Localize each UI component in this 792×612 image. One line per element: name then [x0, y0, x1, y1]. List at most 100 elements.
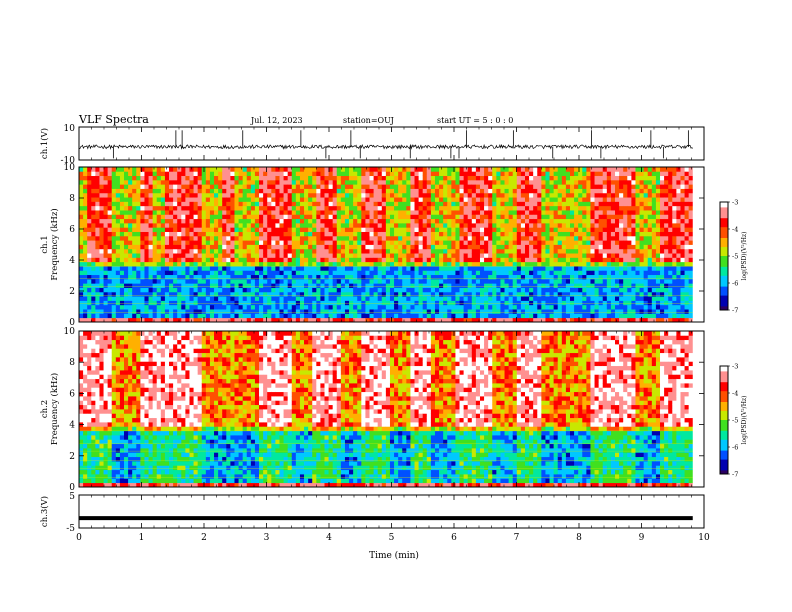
heatmap-cell	[574, 257, 579, 263]
heatmap-cell	[451, 210, 456, 215]
heatmap-cell	[250, 270, 256, 276]
heatmap-cell	[541, 304, 546, 310]
heatmap-cell	[586, 205, 591, 211]
heatmap-cell	[230, 231, 235, 237]
heatmap-cell	[520, 175, 526, 181]
heatmap-cell	[99, 261, 104, 267]
heatmap-cell	[610, 257, 616, 263]
heatmap-cell	[353, 167, 358, 172]
heatmap-cell	[496, 270, 501, 276]
heatmap-cell	[479, 253, 485, 258]
heatmap-cell	[99, 192, 104, 198]
heatmap-cell	[516, 266, 522, 271]
heatmap-cell	[136, 261, 141, 267]
heatmap-cell	[156, 214, 162, 220]
heatmap-cell	[524, 291, 530, 297]
heatmap-cell	[406, 253, 411, 258]
heatmap-cell	[250, 261, 256, 267]
heatmap-cell	[205, 179, 211, 185]
heatmap-cell	[308, 235, 313, 241]
heatmap-cell	[500, 227, 505, 232]
heatmap-cell	[606, 274, 612, 280]
heatmap-cell	[218, 210, 223, 215]
heatmap-cell	[439, 248, 444, 254]
heatmap-cell	[287, 227, 293, 232]
heatmap-cell	[111, 214, 117, 220]
heatmap-cell	[177, 197, 182, 202]
heatmap-cell	[479, 227, 485, 232]
heatmap-cell	[259, 261, 264, 267]
heatmap-cell	[443, 235, 448, 241]
heatmap-cell	[606, 261, 612, 267]
heatmap-cell	[377, 244, 383, 250]
heatmap-cell	[124, 287, 129, 293]
heatmap-cell	[365, 188, 370, 194]
heatmap-cell	[496, 235, 501, 241]
heatmap-cell	[463, 210, 469, 215]
heatmap-cell	[103, 291, 109, 297]
heatmap-cell	[463, 231, 469, 237]
heatmap-cell	[181, 205, 186, 211]
heatmap-cell	[394, 266, 399, 271]
heatmap-cell	[504, 192, 510, 198]
heatmap-cell	[504, 214, 510, 220]
heatmap-cell	[582, 218, 587, 224]
heatmap-cell	[79, 188, 84, 194]
heatmap-cell	[238, 291, 244, 297]
heatmap-cell	[124, 201, 129, 207]
heatmap-cell	[144, 287, 149, 293]
heatmap-cell	[91, 304, 96, 310]
heatmap-cell	[582, 222, 587, 228]
heatmap-cell	[79, 253, 84, 258]
heatmap-cell	[414, 201, 420, 207]
heatmap-cell	[144, 248, 149, 254]
heatmap-cell	[156, 218, 162, 224]
heatmap-cell	[463, 188, 469, 194]
heatmap-cell	[426, 266, 432, 271]
heatmap-cell	[406, 218, 411, 224]
heatmap-cell	[320, 283, 325, 288]
heatmap-cell	[619, 287, 624, 293]
heatmap-cell	[389, 291, 395, 297]
heatmap-cell	[152, 240, 158, 245]
heatmap-cell	[553, 266, 559, 271]
heatmap-cell	[111, 240, 117, 245]
heatmap-cell	[328, 201, 334, 207]
heatmap-cell	[312, 278, 317, 284]
heatmap-cell	[434, 309, 440, 314]
heatmap-cell	[484, 257, 489, 263]
heatmap-cell	[459, 227, 465, 232]
heatmap-cell	[304, 184, 309, 189]
heatmap-cell	[578, 201, 583, 207]
heatmap-cell	[590, 201, 595, 207]
heatmap-cell	[148, 296, 154, 301]
heatmap-cell	[344, 253, 350, 258]
heatmap-cell	[87, 317, 92, 323]
heatmap-cell	[336, 291, 342, 297]
heatmap-cell	[181, 197, 186, 202]
heatmap-cell	[578, 218, 583, 224]
heatmap-cell	[250, 304, 256, 310]
heatmap-cell	[561, 201, 567, 207]
heatmap-cell	[140, 231, 145, 237]
heatmap-cell	[103, 179, 109, 185]
heatmap-cell	[95, 248, 100, 254]
heatmap-cell	[578, 184, 583, 189]
heatmap-cell	[574, 188, 579, 194]
heatmap-cell	[402, 248, 407, 254]
heatmap-cell	[214, 296, 219, 301]
heatmap-cell	[381, 214, 387, 220]
heatmap-cell	[553, 205, 559, 211]
heatmap-cell	[529, 197, 534, 202]
heatmap-cell	[152, 278, 158, 284]
heatmap-cell	[169, 253, 174, 258]
heatmap-cell	[283, 244, 289, 250]
heatmap-cell	[508, 205, 514, 211]
heatmap-cell	[83, 317, 88, 323]
heatmap-cell	[177, 184, 182, 189]
heatmap-cell	[627, 309, 632, 314]
heatmap-cell	[185, 317, 190, 323]
heatmap-cell	[185, 261, 190, 267]
heatmap-cell	[373, 248, 379, 254]
heatmap-cell	[275, 253, 280, 258]
